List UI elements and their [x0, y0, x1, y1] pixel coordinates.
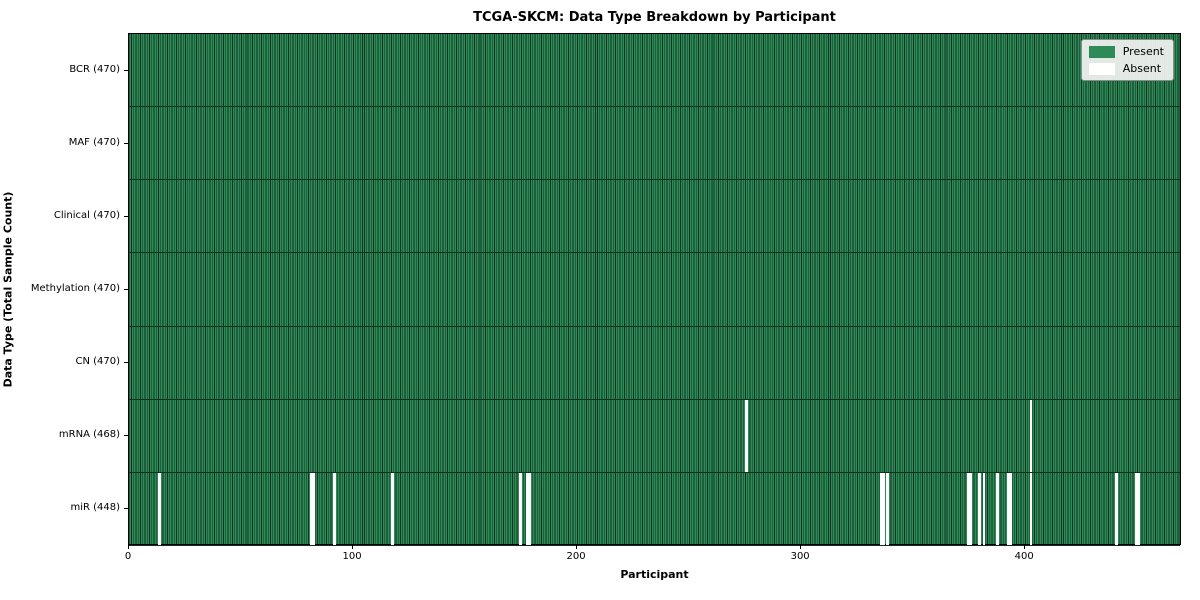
- absent-cell: [1029, 472, 1033, 545]
- heatmap-row-clinical: [129, 180, 1180, 254]
- y-tick-label: mRNA (468): [58, 429, 120, 441]
- y-tick-label: Clinical (470): [53, 209, 120, 221]
- x-tick-label: 200: [566, 551, 586, 562]
- absent-cell: [982, 472, 986, 545]
- y-tick-mark: [124, 435, 128, 437]
- absent-cell: [312, 472, 316, 545]
- absent-cell: [886, 472, 889, 545]
- y-tick-mark: [124, 362, 128, 364]
- heatmap-row-bcr: [129, 34, 1180, 108]
- absent-cell: [158, 472, 161, 545]
- x-tick-mark: [576, 545, 578, 549]
- heatmap-row-cn: [129, 327, 1180, 400]
- absent-cell: [966, 472, 970, 545]
- y-tick-label: miR (448): [70, 502, 120, 514]
- y-tick-label: BCR (470): [69, 63, 120, 75]
- absent-cell: [527, 472, 531, 545]
- absent-cell: [1009, 472, 1013, 545]
- absent-cell: [879, 472, 883, 545]
- absent-cell: [1007, 472, 1010, 545]
- absent-cell: [1137, 472, 1140, 545]
- y-tick-mark: [124, 508, 128, 510]
- x-tick-mark: [128, 545, 129, 549]
- x-tick-mark: [1024, 545, 1026, 549]
- x-tick-label: 400: [1014, 551, 1034, 562]
- absent-cell: [525, 472, 529, 545]
- absent-cell: [745, 399, 748, 472]
- plot-area: Present Absent: [128, 33, 1181, 546]
- absent-cell: [1114, 472, 1118, 545]
- y-tick-mark: [124, 69, 128, 71]
- legend-entry-absent: Absent: [1088, 62, 1164, 75]
- heatmap-row-methylation: [129, 253, 1180, 327]
- heatmap-row-mir: [129, 472, 1180, 546]
- heatmap-row-mrna: [129, 399, 1180, 473]
- x-tick-label: 100: [342, 551, 362, 562]
- y-tick-mark: [124, 215, 128, 217]
- x-axis-label: Participant: [620, 568, 689, 581]
- y-tick-label: CN (470): [75, 356, 120, 368]
- legend-label: Absent: [1122, 62, 1162, 75]
- absent-cell: [978, 472, 981, 545]
- chart-title: TCGA-SKCM: Data Type Breakdown by Partic…: [473, 10, 836, 25]
- x-tick-label: 0: [124, 551, 132, 562]
- absent-cell: [391, 472, 394, 545]
- absent-cell: [996, 472, 999, 545]
- legend: Present Absent: [1080, 39, 1174, 81]
- x-tick-mark: [352, 545, 354, 549]
- heatmap-row-maf: [129, 107, 1180, 181]
- absent-cell: [332, 472, 336, 545]
- legend-label: Present: [1122, 45, 1164, 58]
- x-tick-mark: [800, 545, 802, 549]
- y-tick-mark: [124, 289, 128, 290]
- absent-swatch: [1088, 62, 1115, 75]
- absent-cell: [310, 472, 314, 545]
- absent-cell: [518, 472, 522, 545]
- present-swatch: [1088, 45, 1115, 58]
- y-tick-mark: [124, 142, 128, 144]
- legend-entry-present: Present: [1088, 45, 1164, 58]
- absent-cell: [1029, 399, 1033, 472]
- y-tick-label: MAF (470): [68, 136, 120, 148]
- x-tick-label: 300: [790, 551, 810, 562]
- y-tick-label: Methylation (470): [30, 283, 120, 294]
- absent-cell: [881, 472, 885, 545]
- absent-cell: [1134, 472, 1138, 545]
- absent-cell: [969, 472, 972, 545]
